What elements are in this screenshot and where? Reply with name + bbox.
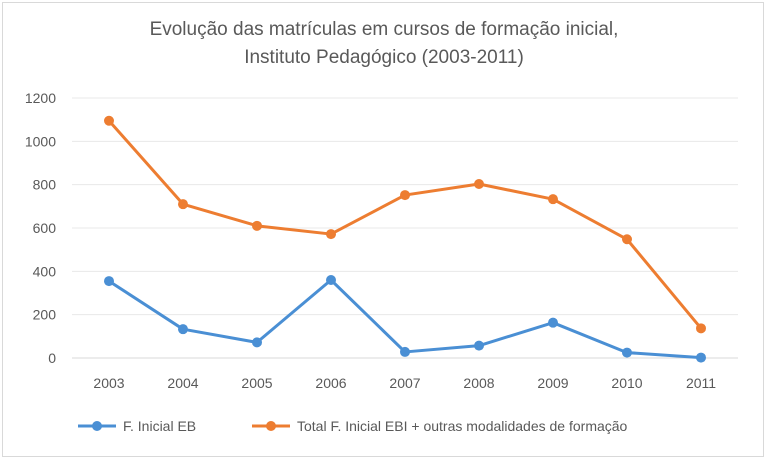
- legend-label-0: F. Inicial EB: [123, 418, 196, 434]
- legend: F. Inicial EB Total F. Inicial EBI + outr…: [78, 418, 628, 434]
- x-tick-label-2011: 2011: [686, 375, 716, 391]
- chart-frame: [2, 2, 764, 457]
- series-0-point-2006: [326, 275, 336, 285]
- gridlines: [72, 97, 738, 359]
- x-tick-label-2007: 2007: [389, 375, 420, 391]
- series-0-point-2011: [696, 352, 706, 363]
- series-0-point-2003: [104, 276, 114, 287]
- series-1-point-2007: [400, 190, 410, 201]
- legend-item-1: Total F. Inicial EBI + outras modalidade…: [252, 418, 628, 434]
- x-tick-label-2003: 2003: [93, 375, 124, 391]
- y-axis: 0 200 400 600 800 1000 1200: [25, 90, 56, 366]
- series-1-point-2005: [252, 220, 262, 231]
- series-1-point-2006: [326, 229, 336, 240]
- series-0-line: [107, 278, 703, 360]
- y-tick-label-400: 400: [33, 263, 57, 279]
- series-1-point-2009: [548, 194, 558, 205]
- x-axis: 2003 2004 2005 2006 2007 2008 2009 2010 2011: [93, 375, 716, 391]
- series-1-point-2008: [474, 179, 484, 190]
- series-0-point-2005: [252, 337, 262, 348]
- x-tick-label-2005: 2005: [241, 375, 272, 391]
- series-0-point-2008: [474, 340, 484, 351]
- legend-label-1: Total F. Inicial EBI + outras modalidade…: [297, 418, 628, 434]
- chart-title-line-2: Instituto Pedagógico (2003-2011): [244, 47, 524, 68]
- y-tick-label-0: 0: [48, 350, 56, 366]
- x-tick-label-2004: 2004: [167, 375, 198, 391]
- series-0: [104, 275, 706, 363]
- x-tick-label-2008: 2008: [463, 375, 494, 391]
- chart-title: Evolução das matrículas em cursos de for…: [0, 16, 768, 72]
- y-tick-label-800: 800: [33, 177, 57, 193]
- series-0-point-2009: [548, 317, 558, 328]
- legend-marker-1: [266, 421, 276, 431]
- x-tick-label-2006: 2006: [315, 375, 346, 391]
- series-1: [104, 115, 706, 334]
- series-1-line: [107, 119, 703, 330]
- series-0-point-2004: [178, 324, 188, 335]
- series-0-point-2007: [400, 346, 410, 357]
- x-tick-label-2010: 2010: [611, 375, 642, 391]
- series-group: [104, 115, 706, 363]
- y-tick-label-200: 200: [33, 307, 57, 323]
- legend-item-0: F. Inicial EB: [78, 418, 196, 434]
- series-1-point-2011: [696, 323, 706, 334]
- series-1-point-2010: [622, 234, 632, 245]
- series-1-point-2004: [178, 199, 188, 210]
- chart-title-line-1: Evolução das matrículas em cursos de for…: [149, 19, 619, 40]
- series-0-point-2010: [622, 347, 632, 358]
- legend-marker-0: [92, 421, 102, 431]
- y-tick-label-1200: 1200: [25, 90, 56, 106]
- y-tick-label-1000: 1000: [25, 133, 56, 149]
- x-tick-label-2009: 2009: [537, 375, 568, 391]
- y-tick-label-600: 600: [33, 220, 57, 236]
- series-1-point-2003: [104, 115, 114, 126]
